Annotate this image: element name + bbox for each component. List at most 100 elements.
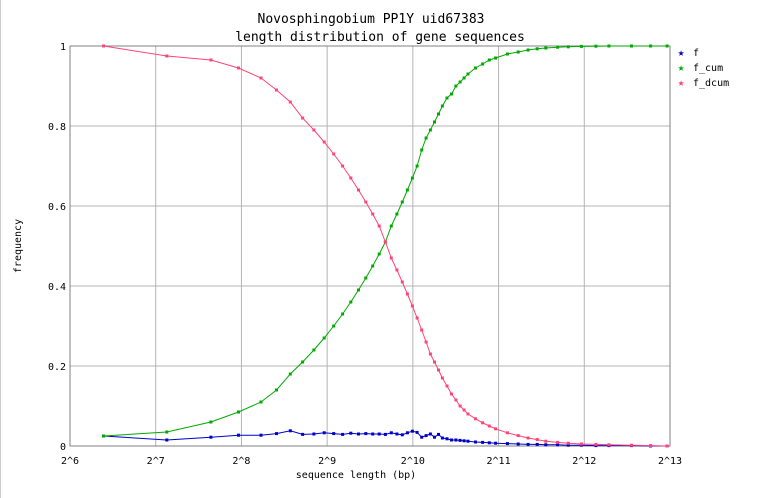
data-point-f [332, 432, 336, 436]
data-point-f_dcum [332, 152, 336, 156]
data-point-f_cum [665, 44, 669, 48]
legend-label-f: f [693, 48, 699, 59]
data-point-f [395, 432, 399, 436]
data-point-f [450, 438, 453, 442]
data-point-f_cum [371, 264, 375, 268]
data-point-f_cum [535, 47, 539, 51]
chart-title: Novosphingobium PP1Y uid67383 [258, 12, 485, 27]
plot-frame [69, 45, 671, 447]
data-point-f_cum [466, 72, 470, 76]
data-point-f_dcum [487, 424, 491, 428]
data-point-f [237, 433, 240, 437]
data-point-f_cum [607, 44, 611, 48]
data-point-f_dcum [349, 176, 353, 180]
data-point-f_cum [594, 44, 598, 48]
data-point-f_dcum [237, 66, 240, 70]
data-point-f_cum [544, 46, 548, 50]
data-point-f [556, 443, 560, 447]
data-point-f [454, 438, 458, 442]
data-point-f [400, 433, 404, 437]
data-point-f_dcum [594, 442, 598, 446]
data-point-f_cum [301, 360, 305, 364]
x-tick-label: 2^9 [318, 456, 336, 467]
data-point-f [349, 431, 353, 435]
x-tick-label: 2^11 [487, 456, 511, 467]
data-point-f_cum [377, 252, 381, 256]
data-point-f_cum [209, 420, 213, 424]
data-point-f [440, 436, 444, 440]
data-point-f_dcum [649, 444, 653, 448]
data-point-f [341, 432, 345, 436]
data-point-f_cum [494, 56, 498, 60]
grid [70, 46, 670, 446]
data-point-f_cum [410, 176, 414, 180]
data-point-f_dcum [535, 438, 539, 442]
data-point-f_dcum [405, 292, 409, 296]
data-point-f_dcum [454, 398, 458, 402]
data-point-f_dcum [410, 304, 414, 308]
data-point-f_dcum [259, 76, 263, 80]
data-point-f_cum [312, 348, 316, 352]
legend-marker-f: ★ [678, 46, 685, 59]
data-point-f_dcum [312, 128, 316, 132]
data-point-f_dcum [450, 392, 453, 396]
data-point-f_dcum [526, 436, 530, 440]
data-point-f_dcum [474, 417, 477, 421]
data-point-f_cum [462, 76, 466, 80]
data-point-f_cum [556, 45, 560, 49]
data-point-f_dcum [428, 352, 432, 356]
data-point-f_cum [433, 120, 436, 124]
data-point-f [259, 433, 263, 437]
data-point-f [428, 432, 432, 436]
data-point-f [494, 441, 498, 445]
data-point-f_dcum [420, 328, 424, 332]
data-point-f [415, 430, 419, 434]
data-point-f [322, 431, 326, 435]
y-axis-label: frequency [13, 219, 24, 273]
data-point-f_dcum [389, 256, 393, 260]
data-point-f_dcum [630, 443, 633, 447]
data-point-f_cum [474, 66, 477, 70]
data-point-f_dcum [462, 408, 466, 412]
data-point-f_cum [458, 80, 462, 84]
x-tick-label: 2^12 [572, 456, 596, 467]
data-point-f_cum [389, 224, 393, 228]
data-point-f_cum [288, 372, 292, 376]
axis-ticks: 2^6 2^7 2^8 2^9 2^10 2^11 2^12 2^13 0 0.2 0.4 0.6 0.… [48, 42, 682, 467]
data-point-f [288, 429, 292, 433]
data-point-f_cum [237, 410, 240, 414]
data-point-f_dcum [415, 316, 419, 320]
data-point-f [544, 443, 548, 447]
data-point-f_cum [259, 400, 263, 404]
data-point-f_cum [440, 104, 444, 108]
data-point-f [474, 440, 477, 444]
data-point-f [405, 431, 409, 435]
legend-marker-f_dcum: ★ [678, 76, 685, 89]
data-point-f [209, 435, 213, 439]
data-point-f_cum [579, 44, 583, 48]
data-point-f_dcum [437, 368, 440, 372]
legend-marker-f_cum: ★ [678, 61, 685, 74]
data-point-f_dcum [383, 240, 387, 244]
data-point-f_dcum [364, 200, 368, 204]
data-point-f [364, 432, 368, 436]
data-point-f_dcum [395, 268, 399, 272]
data-point-f_dcum [209, 58, 213, 62]
y-tick-label: 0.4 [48, 282, 66, 293]
data-point-f_dcum [505, 431, 509, 435]
data-point-f_cum [487, 58, 491, 62]
data-point-f_dcum [445, 384, 449, 388]
x-tick-label: 2^13 [658, 456, 682, 467]
data-point-f_cum [454, 84, 458, 88]
data-point-f_dcum [458, 404, 462, 408]
data-point-f_dcum [544, 439, 548, 443]
data-point-f [487, 441, 491, 445]
data-point-f_cum [357, 288, 360, 292]
data-point-f [535, 442, 539, 446]
data-point-f [433, 435, 436, 439]
data-point-f [383, 432, 387, 436]
data-point-f_dcum [165, 54, 169, 58]
data-point-f [371, 432, 375, 436]
data-point-f_cum [364, 276, 368, 280]
